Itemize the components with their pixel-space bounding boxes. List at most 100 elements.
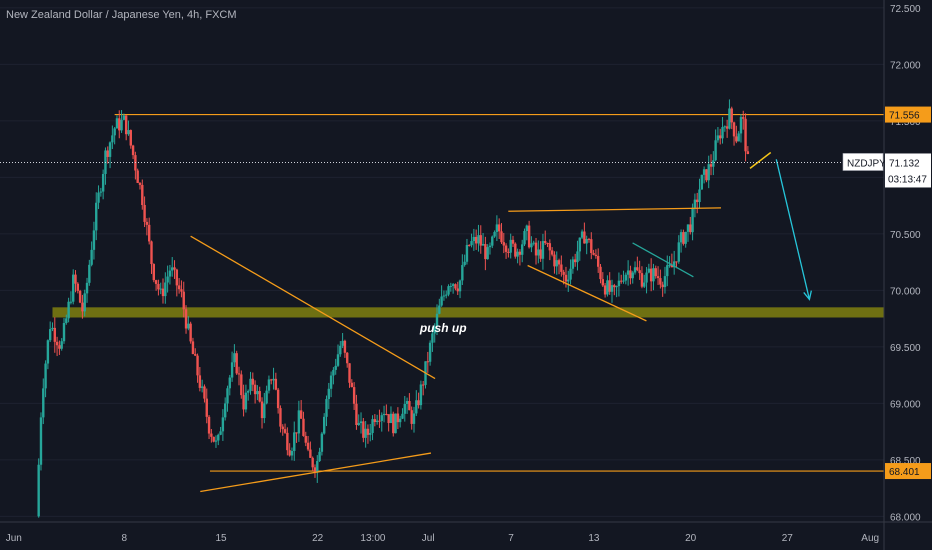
bullish-candle: [617, 280, 621, 287]
x-tick-label: 20: [685, 533, 697, 544]
bullish-candle: [244, 392, 248, 410]
bullish-candle: [65, 318, 68, 323]
bearish-candle: [596, 256, 600, 267]
bullish-candle: [716, 135, 720, 141]
bullish-candle: [265, 390, 268, 404]
bearish-candle: [484, 244, 487, 260]
projection-zigzag: [749, 151, 772, 169]
bullish-candle: [643, 282, 646, 287]
bearish-candle: [147, 224, 151, 242]
y-tick-label: 69.000: [890, 399, 921, 410]
bullish-candle: [336, 354, 340, 366]
trend-line: [190, 235, 436, 380]
bullish-candle: [668, 264, 671, 266]
bearish-candle: [260, 401, 264, 419]
bearish-candle: [58, 345, 61, 349]
bullish-candle: [113, 128, 116, 136]
bullish-candle: [357, 423, 360, 426]
bullish-candle: [85, 282, 89, 294]
bearish-candle: [410, 410, 413, 424]
bearish-candle: [696, 199, 699, 203]
bearish-candle: [251, 378, 255, 385]
bullish-candle: [555, 260, 558, 267]
x-tick-label: Jul: [422, 533, 435, 544]
bullish-candle: [585, 238, 588, 244]
bearish-candle: [205, 398, 208, 417]
bearish-candle: [212, 436, 215, 442]
bearish-candle: [207, 416, 211, 434]
bearish-candle: [76, 283, 80, 291]
bearish-candle: [306, 442, 310, 450]
bearish-candle: [613, 285, 616, 288]
bullish-candle: [415, 400, 418, 414]
bearish-candle: [725, 126, 729, 129]
bearish-candle: [138, 182, 142, 185]
bearish-candle: [235, 353, 238, 374]
bullish-candle: [728, 108, 731, 129]
bullish-candle: [445, 294, 448, 296]
bullish-candle: [111, 135, 114, 143]
bearish-candle: [557, 260, 561, 265]
bullish-candle: [226, 388, 229, 404]
bearish-candle: [106, 150, 109, 157]
bullish-candle: [739, 117, 743, 134]
bullish-candle: [364, 428, 367, 438]
bullish-candle: [433, 326, 436, 334]
bullish-candle: [679, 232, 683, 243]
bullish-candle: [461, 265, 464, 281]
x-tick-label: Aug: [861, 533, 879, 544]
bullish-candle: [341, 340, 344, 346]
bearish-candle: [417, 400, 420, 406]
bearish-candle: [636, 267, 639, 271]
bullish-candle: [493, 231, 496, 237]
bullish-candle: [120, 119, 123, 131]
bearish-candle: [601, 279, 604, 286]
bullish-candle: [375, 420, 379, 423]
bullish-candle: [101, 173, 105, 192]
bullish-candle: [405, 401, 409, 404]
x-tick-label: 7: [508, 533, 514, 544]
bearish-candle: [539, 249, 542, 259]
bullish-candle: [693, 199, 697, 208]
bullish-candle: [663, 276, 667, 288]
bearish-candle: [242, 395, 245, 410]
x-tick-label: 15: [215, 533, 227, 544]
bearish-candle: [592, 253, 595, 255]
bearish-candle: [129, 130, 132, 146]
price-axis-panel: [884, 0, 932, 550]
bearish-candle: [274, 378, 278, 390]
bearish-candle: [502, 242, 505, 246]
y-tick-label: 68.000: [890, 512, 921, 523]
bearish-candle: [136, 170, 139, 183]
bullish-candle: [447, 286, 450, 295]
bullish-candle: [580, 231, 584, 238]
bearish-candle: [302, 418, 305, 436]
bullish-candle: [221, 417, 225, 432]
bullish-candle: [571, 259, 575, 269]
bullish-candle: [389, 413, 393, 424]
bullish-candle: [382, 413, 386, 416]
bullish-candle: [523, 230, 526, 245]
bearish-candle: [511, 239, 515, 244]
bullish-candle: [44, 363, 47, 389]
bullish-candle: [166, 276, 169, 283]
bearish-candle: [279, 408, 282, 427]
bearish-candle: [198, 375, 202, 388]
bullish-candle: [90, 249, 93, 265]
bullish-candle: [332, 369, 335, 376]
bullish-candle: [576, 251, 579, 263]
bearish-candle: [408, 401, 411, 411]
bearish-candle: [346, 352, 349, 364]
bearish-candle: [154, 280, 158, 284]
symbol-badge: [842, 153, 884, 171]
bullish-candle: [530, 243, 533, 248]
bullish-candle: [42, 388, 45, 418]
bullish-candle: [645, 272, 648, 283]
bearish-candle: [281, 426, 284, 430]
bearish-candle: [131, 145, 135, 156]
bearish-candle: [587, 238, 591, 240]
bullish-candle: [247, 390, 250, 393]
bearish-candle: [348, 363, 351, 383]
bullish-candle: [60, 341, 63, 349]
